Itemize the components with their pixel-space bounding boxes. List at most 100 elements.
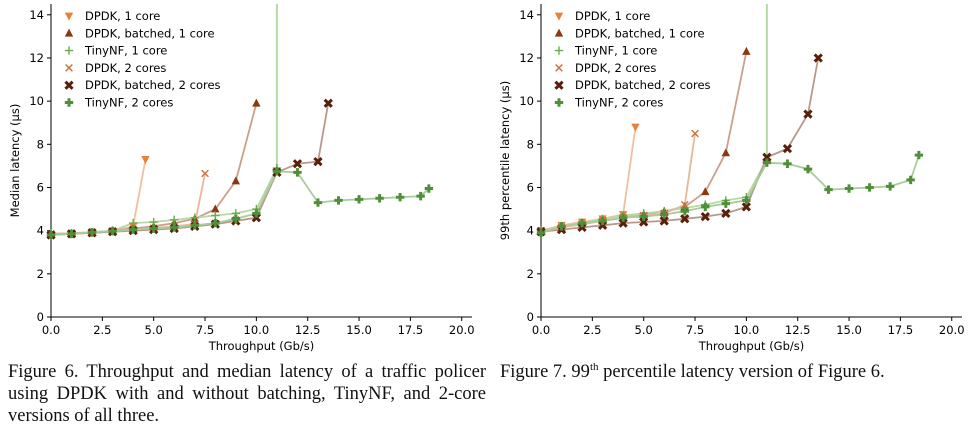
legend-label: DPDK, batched, 2 cores — [85, 78, 221, 92]
legend-marker — [554, 80, 564, 90]
data-point — [424, 184, 434, 193]
legend-label: DPDK, batched, 2 cores — [575, 78, 711, 92]
data-point — [639, 212, 648, 221]
legend-marker — [555, 64, 563, 72]
data-point — [660, 210, 669, 219]
data-point — [557, 222, 566, 231]
data-point — [844, 184, 854, 193]
legend-marker — [64, 28, 74, 37]
legend-label: TinyNF, 2 cores — [84, 96, 173, 110]
legend-marker — [554, 12, 564, 21]
data-point — [639, 217, 649, 227]
data-point — [190, 221, 199, 230]
data-point — [375, 194, 384, 203]
y-tick-label: 0 — [37, 310, 44, 324]
legend-marker — [64, 98, 74, 107]
data-point — [141, 156, 150, 165]
data-point — [618, 218, 628, 228]
data-point — [721, 208, 731, 219]
data-point — [252, 209, 261, 218]
figure-7-caption-prefix: Figure 7. 99 — [500, 362, 590, 382]
data-point — [598, 216, 607, 226]
x-tick-label: 10.0 — [244, 323, 270, 337]
x-tick-label: 12.5 — [295, 323, 321, 337]
data-point — [313, 198, 323, 207]
figure-7-caption-suffix: percentile latency version of Figure 6. — [598, 362, 885, 382]
data-point — [691, 129, 699, 138]
data-point — [128, 225, 138, 234]
data-point — [701, 202, 710, 212]
data-point — [170, 215, 179, 225]
legend-label: DPDK, 1 core — [85, 9, 160, 23]
figure-7-caption-superscript: th — [589, 360, 599, 373]
legend-label: TinyNF, 1 core — [574, 44, 657, 58]
x-tick-label: 0.0 — [532, 323, 550, 337]
x-tick-label: 12.5 — [785, 323, 811, 337]
percentile-latency-chart: 0.0 2.5 5.0 7.5 10.0 12.5 15.0 17.5 20.0 0 2 4 6 8 10 1… — [498, 4, 965, 353]
data-point — [395, 192, 405, 202]
legend-label: TinyNF, 1 core — [84, 44, 167, 58]
data-point — [293, 168, 302, 177]
data-point — [416, 191, 425, 201]
data-point — [680, 207, 689, 216]
x-axis-label: Throughput (Gb/s) — [208, 339, 315, 353]
legend-marker — [64, 12, 74, 21]
x-tick-label: 5.0 — [635, 323, 653, 337]
y-tick-label: 12 — [29, 51, 44, 65]
data-point — [170, 223, 179, 232]
y-tick-label: 10 — [29, 94, 44, 108]
data-point — [783, 159, 792, 168]
y-tick-label: 8 — [37, 137, 44, 151]
series-line — [50, 103, 330, 236]
data-point — [742, 196, 751, 205]
data-point — [741, 202, 751, 212]
legend-marker — [64, 80, 74, 90]
x-tick-label: 2.5 — [93, 323, 111, 337]
data-point — [577, 222, 587, 233]
data-point — [323, 98, 333, 108]
x-tick-label: 20.0 — [939, 323, 965, 337]
data-point — [762, 158, 772, 167]
x-tick-label: 10.0 — [734, 323, 760, 337]
data-point — [231, 176, 241, 185]
legend-label: TinyNF, 2 cores — [574, 96, 663, 110]
x-tick-label: 15.0 — [836, 323, 862, 337]
data-point — [631, 123, 640, 132]
legend-label: DPDK, 2 cores — [575, 61, 656, 75]
data-point — [813, 53, 823, 63]
y-axis-label: 99th percentile latency (µs) — [498, 81, 512, 240]
data-point — [211, 211, 220, 220]
x-tick-label: 17.5 — [888, 323, 914, 337]
data-point — [231, 214, 241, 223]
data-point — [659, 216, 669, 226]
legend-label: DPDK, batched, 1 core — [85, 26, 215, 40]
legend-marker — [554, 46, 564, 55]
figure-7-caption: Figure 7. 99th percentile latency versio… — [500, 361, 960, 383]
legend-label: DPDK, 1 core — [575, 9, 650, 23]
data-point — [354, 195, 364, 204]
data-point — [824, 185, 833, 194]
y-tick-label: 4 — [37, 224, 44, 238]
x-tick-label: 15.0 — [346, 323, 372, 337]
data-point — [721, 199, 731, 208]
data-point — [108, 226, 117, 236]
y-tick-label: 0 — [527, 310, 534, 324]
x-tick-label: 2.5 — [583, 323, 601, 337]
data-point — [906, 175, 915, 185]
data-point — [201, 169, 209, 178]
data-point — [803, 164, 813, 174]
legend-marker — [65, 64, 73, 72]
data-point — [885, 182, 895, 191]
data-point — [701, 187, 710, 196]
y-tick-label: 6 — [37, 180, 44, 194]
y-tick-label: 2 — [37, 267, 44, 281]
legend-marker — [554, 28, 564, 37]
data-point — [46, 230, 56, 240]
data-point — [313, 156, 323, 167]
y-axis-label: Median latency (µs) — [8, 104, 22, 218]
legend-marker — [64, 46, 74, 55]
data-point — [536, 228, 546, 238]
legend-label: DPDK, batched, 1 core — [575, 26, 705, 40]
x-tick-label: 5.0 — [145, 323, 163, 337]
